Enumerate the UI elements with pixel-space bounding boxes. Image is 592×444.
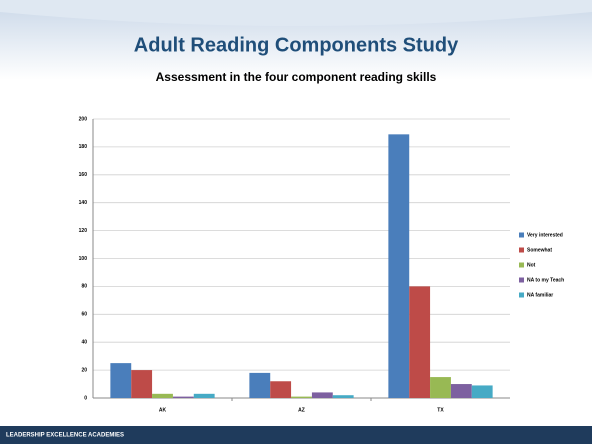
bar (311, 392, 333, 398)
footer-text: LEADERSHIP EXCELLENCE ACADEMIES (6, 433, 124, 439)
bar (110, 363, 132, 398)
y-tick-label: 20 (81, 367, 87, 373)
bar (450, 384, 472, 398)
bar (471, 385, 493, 398)
y-tick-label: 180 (79, 144, 88, 150)
x-tick-label: AZ (298, 407, 305, 413)
y-tick-label: 40 (81, 340, 87, 346)
legend-label: Very interested (527, 232, 563, 238)
legend-swatch (519, 232, 524, 238)
legend-swatch (519, 292, 524, 298)
chart-subtitle: Assessment in the four component reading… (156, 70, 437, 84)
y-tick-label: 160 (79, 172, 88, 178)
y-tick-label: 200 (79, 116, 88, 122)
legend-swatch (519, 277, 524, 283)
bar (249, 372, 271, 398)
legend-swatch (519, 262, 524, 268)
bar (131, 370, 153, 398)
x-tick-label: AK (159, 407, 167, 413)
header-swoosh (0, 0, 592, 26)
bar (430, 377, 451, 398)
bar (152, 393, 173, 398)
legend-label: NA to my Teach (527, 277, 564, 283)
bar (291, 396, 312, 398)
legend-label: Not (527, 262, 536, 268)
bar (193, 393, 215, 398)
bar (388, 134, 410, 398)
footer-bar (0, 426, 592, 444)
y-tick-label: 120 (79, 228, 88, 234)
bar (172, 396, 194, 398)
y-tick-label: 0 (84, 395, 87, 401)
legend-label: NA familiar (527, 292, 553, 298)
bar (270, 381, 292, 398)
y-tick-label: 80 (81, 284, 87, 290)
x-tick-label: TX (437, 407, 444, 413)
bar (409, 286, 431, 398)
y-tick-label: 140 (79, 200, 88, 206)
chart-title: Adult Reading Components Study (134, 34, 459, 56)
legend-label: Somewhat (527, 247, 552, 253)
y-tick-label: 60 (81, 312, 87, 318)
legend-swatch (519, 247, 524, 253)
y-tick-label: 100 (79, 256, 88, 262)
bar (332, 395, 354, 398)
